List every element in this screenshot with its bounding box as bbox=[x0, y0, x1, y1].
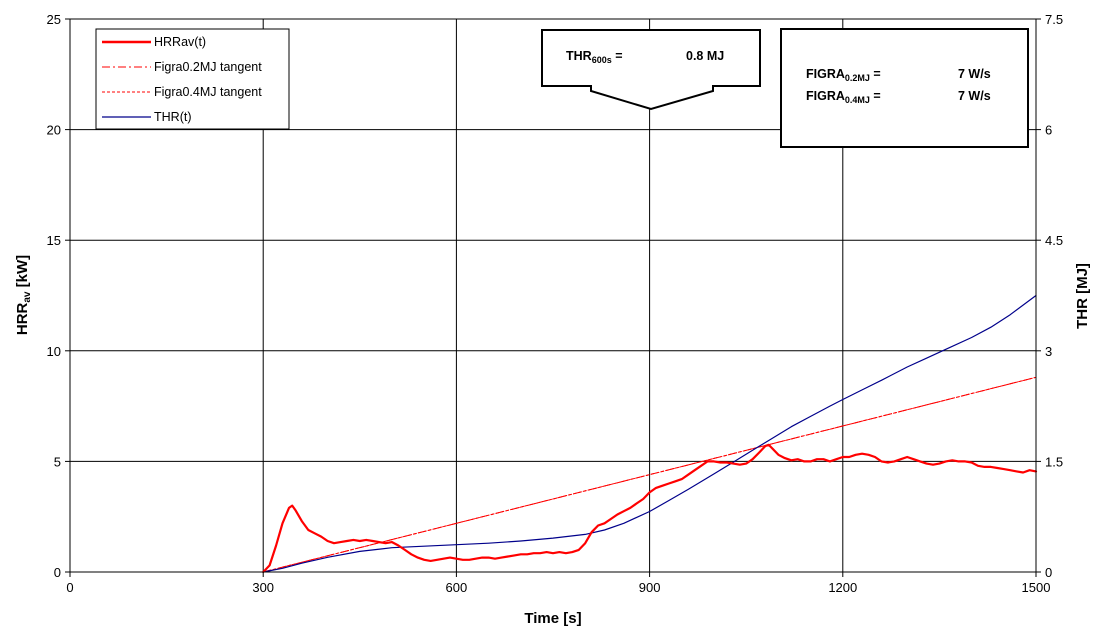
plot-border bbox=[69, 18, 1037, 573]
y-right-tick-label: 3 bbox=[1045, 344, 1052, 359]
figra02-label: FIGRA0.2MJ = bbox=[806, 67, 881, 83]
x-axis: 0 300 600 900 1200 1500 bbox=[66, 572, 1050, 595]
series-line-3 bbox=[262, 294, 1037, 573]
y-axis-right-title: THR [MJ] bbox=[1074, 263, 1091, 329]
y-left-tick-label: 5 bbox=[54, 454, 61, 469]
y-right-tick-label: 7.5 bbox=[1045, 12, 1063, 27]
thr600s-label: THR600s = bbox=[566, 49, 623, 65]
y-left-tick-label: 15 bbox=[47, 233, 61, 248]
y-axis-left: 0 5 10 15 20 25 bbox=[47, 12, 70, 580]
thr600s-value: 0.8 MJ bbox=[686, 49, 724, 63]
x-tick-label: 900 bbox=[639, 580, 661, 595]
legend-label-thr: THR(t) bbox=[154, 110, 192, 124]
series-layer bbox=[262, 294, 1038, 574]
y-left-tick-label: 20 bbox=[47, 123, 61, 138]
thr600s-callout-shape bbox=[541, 29, 761, 111]
y-right-tick-label: 1.5 bbox=[1045, 454, 1063, 469]
figra02-value: 7 W/s bbox=[958, 67, 991, 81]
y-right-tick-label: 4.5 bbox=[1045, 233, 1063, 248]
thr600s-callout: THR600s = 0.8 MJ bbox=[541, 29, 761, 111]
y-right-tick-label: 6 bbox=[1045, 123, 1052, 138]
y-axis-right: 0 1.5 3 4.5 6 7.5 bbox=[1036, 12, 1063, 580]
x-axis-title: Time [s] bbox=[524, 610, 581, 627]
y-right-tick-label: 0 bbox=[1045, 565, 1052, 580]
y-left-tick-label: 0 bbox=[54, 565, 61, 580]
legend: HRRav(t) Figra0.2MJ tangent Figra0.4MJ t… bbox=[95, 28, 290, 130]
x-tick-label: 1200 bbox=[828, 580, 857, 595]
series-line-0 bbox=[262, 443, 1038, 574]
figra04-value: 7 W/s bbox=[958, 89, 991, 103]
legend-label-figra02: Figra0.2MJ tangent bbox=[154, 60, 262, 74]
legend-box bbox=[95, 28, 290, 130]
figra-box: FIGRA0.2MJ = 7 W/s FIGRA0.4MJ = 7 W/s bbox=[780, 28, 1029, 148]
x-tick-label: 600 bbox=[446, 580, 468, 595]
legend-label-figra04: Figra0.4MJ tangent bbox=[154, 85, 262, 99]
x-tick-label: 300 bbox=[252, 580, 274, 595]
x-tick-label: 1500 bbox=[1022, 580, 1051, 595]
y-axis-left-title: HRRav [kW] bbox=[14, 255, 33, 335]
series-line-2 bbox=[262, 376, 1037, 573]
y-left-tick-label: 10 bbox=[47, 344, 61, 359]
y-left-tick-label: 25 bbox=[47, 12, 61, 27]
figra-box-frame bbox=[780, 28, 1029, 148]
legend-label-hrr: HRRav(t) bbox=[154, 35, 206, 49]
x-tick-label: 0 bbox=[66, 580, 73, 595]
figra04-label: FIGRA0.4MJ = bbox=[806, 89, 881, 105]
